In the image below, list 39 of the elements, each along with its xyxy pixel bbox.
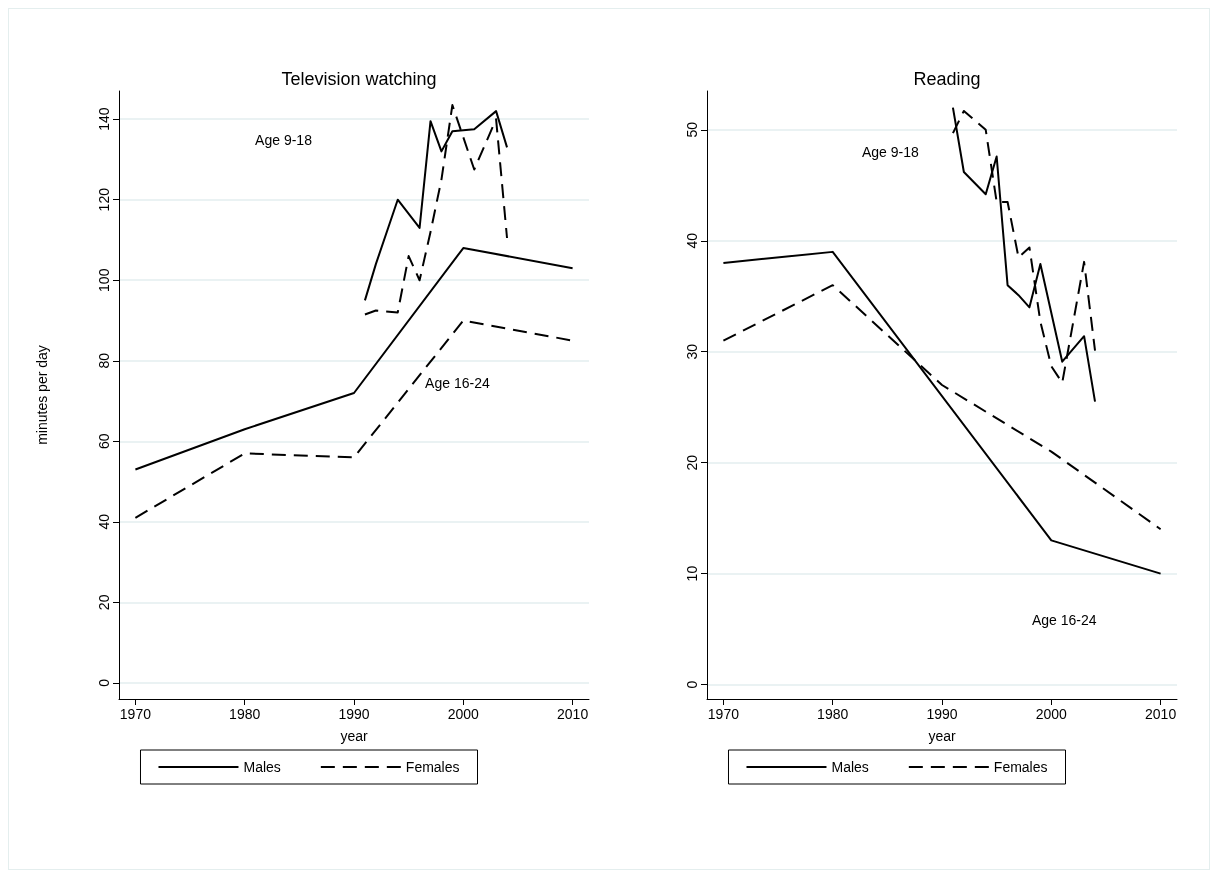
x-tick-label: 1970 bbox=[119, 706, 152, 722]
x-tick-label: 1990 bbox=[926, 706, 958, 722]
x-tick-label: 2000 bbox=[1035, 706, 1068, 722]
annotation: Age 9-18 bbox=[861, 143, 919, 160]
y-tick-label: 50 bbox=[684, 121, 700, 138]
y-axis-title: minutes per day bbox=[34, 345, 50, 445]
y-tick-label: 100 bbox=[96, 268, 112, 292]
legend-label: Females bbox=[993, 759, 1048, 775]
annotation: Age 16-24 bbox=[1031, 611, 1097, 628]
line-series bbox=[134, 247, 574, 471]
annotation: Age 9-18 bbox=[255, 131, 313, 148]
y-tick-label: 10 bbox=[684, 565, 700, 582]
y-tick-label: 40 bbox=[684, 232, 700, 249]
y-tick-label: 60 bbox=[96, 433, 112, 450]
x-tick-label: 1980 bbox=[229, 706, 261, 722]
y-tick-label: 30 bbox=[684, 343, 700, 360]
x-axis-title: year bbox=[340, 728, 368, 744]
y-tick-label: 120 bbox=[96, 187, 112, 212]
legend-label: Females bbox=[405, 759, 460, 775]
x-tick-label: 2000 bbox=[447, 706, 480, 722]
chart-title: Television watching bbox=[281, 69, 437, 89]
legend-label: Males bbox=[243, 759, 281, 775]
x-tick-label: 1990 bbox=[338, 706, 370, 722]
line-series bbox=[722, 250, 1162, 575]
y-tick-label: 40 bbox=[96, 513, 112, 530]
annotation: Age 16-24 bbox=[425, 374, 490, 391]
x-tick-label: 1980 bbox=[817, 706, 849, 722]
x-tick-label: 2010 bbox=[1145, 706, 1177, 722]
y-tick-label: 20 bbox=[684, 454, 700, 471]
y-tick-label: 140 bbox=[96, 107, 112, 131]
x-axis-title: year bbox=[928, 728, 956, 744]
y-tick-label: 80 bbox=[96, 352, 112, 369]
x-tick-label: 1970 bbox=[707, 706, 740, 722]
y-tick-label: 0 bbox=[684, 680, 700, 689]
chart-title: Reading bbox=[913, 69, 981, 89]
y-tick-label: 20 bbox=[96, 594, 112, 611]
legend-label: Males bbox=[831, 759, 869, 775]
x-tick-label: 2010 bbox=[557, 706, 589, 722]
y-tick-label: 0 bbox=[96, 678, 112, 687]
